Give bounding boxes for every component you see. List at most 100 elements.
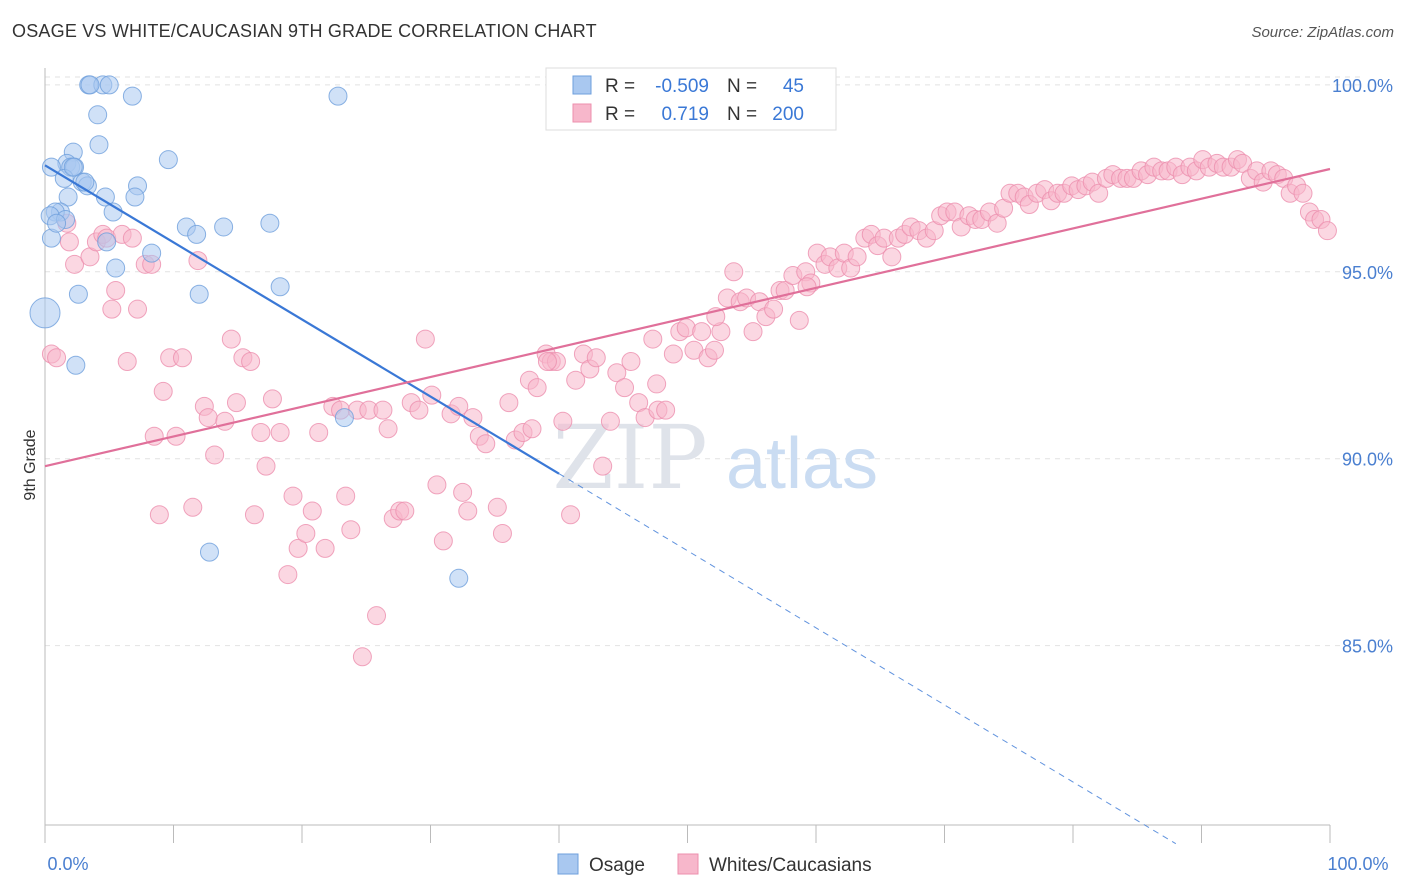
whites-point xyxy=(553,411,573,431)
whites-trend-line xyxy=(44,167,1331,468)
whites-point xyxy=(395,501,415,521)
osage-point xyxy=(449,568,469,588)
whites-point xyxy=(205,445,225,465)
whites-point xyxy=(797,277,817,297)
y-tick-label: 85.0% xyxy=(1342,637,1393,657)
osage-point xyxy=(199,542,219,562)
osage-point xyxy=(99,75,119,95)
whites-point xyxy=(128,299,148,319)
whites-point xyxy=(1293,183,1313,203)
osage-trend-line xyxy=(44,164,560,475)
whites-point xyxy=(367,606,387,626)
whites-point xyxy=(221,329,241,349)
whites-point xyxy=(704,340,724,360)
whites-point xyxy=(188,251,208,271)
whites-point xyxy=(487,497,507,517)
osage-point xyxy=(29,297,61,329)
whites-point xyxy=(615,378,635,398)
whites-point xyxy=(47,348,67,368)
osage-point xyxy=(68,284,88,304)
stats-legend: R = -0.509 N = 45 R = 0.719 N = 200 xyxy=(545,67,837,131)
whites-point xyxy=(647,374,667,394)
whites-point xyxy=(102,299,122,319)
whites-point xyxy=(537,352,557,372)
whites-point xyxy=(566,370,586,390)
whites-point xyxy=(302,501,322,521)
source-credit: Source: ZipAtlas.com xyxy=(1251,24,1394,41)
osage-point xyxy=(63,157,83,177)
whites-point xyxy=(692,322,712,342)
whites-point xyxy=(789,310,809,330)
legend-osage-swatch xyxy=(557,853,579,875)
whites-point xyxy=(373,400,393,420)
whites-point xyxy=(643,329,663,349)
osage-point xyxy=(142,243,162,263)
whites-point xyxy=(561,505,581,525)
axes: 85.0% 90.0% 95.0% 100.0% 0.0% 100.0% xyxy=(44,68,1393,874)
osage-swatch xyxy=(572,75,592,95)
whites-point xyxy=(283,486,303,506)
stats-legend-box xyxy=(545,67,837,131)
trend-lines xyxy=(44,164,1331,845)
whites-point xyxy=(476,434,496,454)
osage-n-label: N = xyxy=(727,76,757,97)
watermark-atlas: atlas xyxy=(726,424,878,504)
series-legend: Osage Whites/Caucasians xyxy=(557,853,872,876)
y-tick-label: 90.0% xyxy=(1342,450,1393,470)
osage-trend-extension xyxy=(558,473,1177,845)
whites-swatch xyxy=(572,103,592,123)
osage-point xyxy=(88,105,108,125)
whites-r-value: 0.719 xyxy=(661,104,709,125)
osage-point xyxy=(125,187,145,207)
osage-point xyxy=(97,232,117,252)
whites-point xyxy=(492,523,512,543)
whites-n-value: 200 xyxy=(772,104,804,125)
legend-whites-swatch xyxy=(677,853,699,875)
osage-point xyxy=(187,224,207,244)
whites-point xyxy=(621,352,641,372)
whites-point xyxy=(241,352,261,372)
whites-point xyxy=(409,400,429,420)
osage-point xyxy=(66,355,86,375)
x-tick-label: 0.0% xyxy=(47,854,88,874)
osage-point xyxy=(189,284,209,304)
whites-point xyxy=(352,647,372,667)
osage-point xyxy=(270,277,290,297)
whites-point xyxy=(593,456,613,476)
whites-point xyxy=(153,381,173,401)
osage-point xyxy=(89,135,109,155)
whites-point xyxy=(882,247,902,267)
whites-point xyxy=(764,299,784,319)
legend-osage-label: Osage xyxy=(589,855,645,876)
whites-point xyxy=(65,254,85,274)
whites-point xyxy=(663,344,683,364)
whites-point xyxy=(458,501,478,521)
osage-point xyxy=(122,86,142,106)
whites-point xyxy=(600,411,620,431)
osage-point xyxy=(106,258,126,278)
osage-point xyxy=(158,150,178,170)
whites-point xyxy=(244,505,264,525)
whites-point xyxy=(847,247,867,267)
whites-point xyxy=(336,486,356,506)
whites-point xyxy=(433,531,453,551)
watermark: ZIP atlas xyxy=(552,406,878,509)
whites-point xyxy=(586,348,606,368)
whites-point xyxy=(499,393,519,413)
whites-point xyxy=(172,348,192,368)
whites-point xyxy=(527,378,547,398)
whites-point xyxy=(256,456,276,476)
whites-point xyxy=(262,389,282,409)
whites-point xyxy=(122,228,142,248)
whites-point xyxy=(453,482,473,502)
whites-point xyxy=(215,411,235,431)
whites-point xyxy=(296,523,316,543)
data-points xyxy=(29,75,1337,667)
whites-point xyxy=(106,280,126,300)
osage-point xyxy=(214,217,234,237)
osage-point xyxy=(80,75,100,95)
whites-point xyxy=(183,497,203,517)
y-tick-label: 100.0% xyxy=(1332,76,1393,96)
whites-r-label: R = xyxy=(605,104,635,125)
